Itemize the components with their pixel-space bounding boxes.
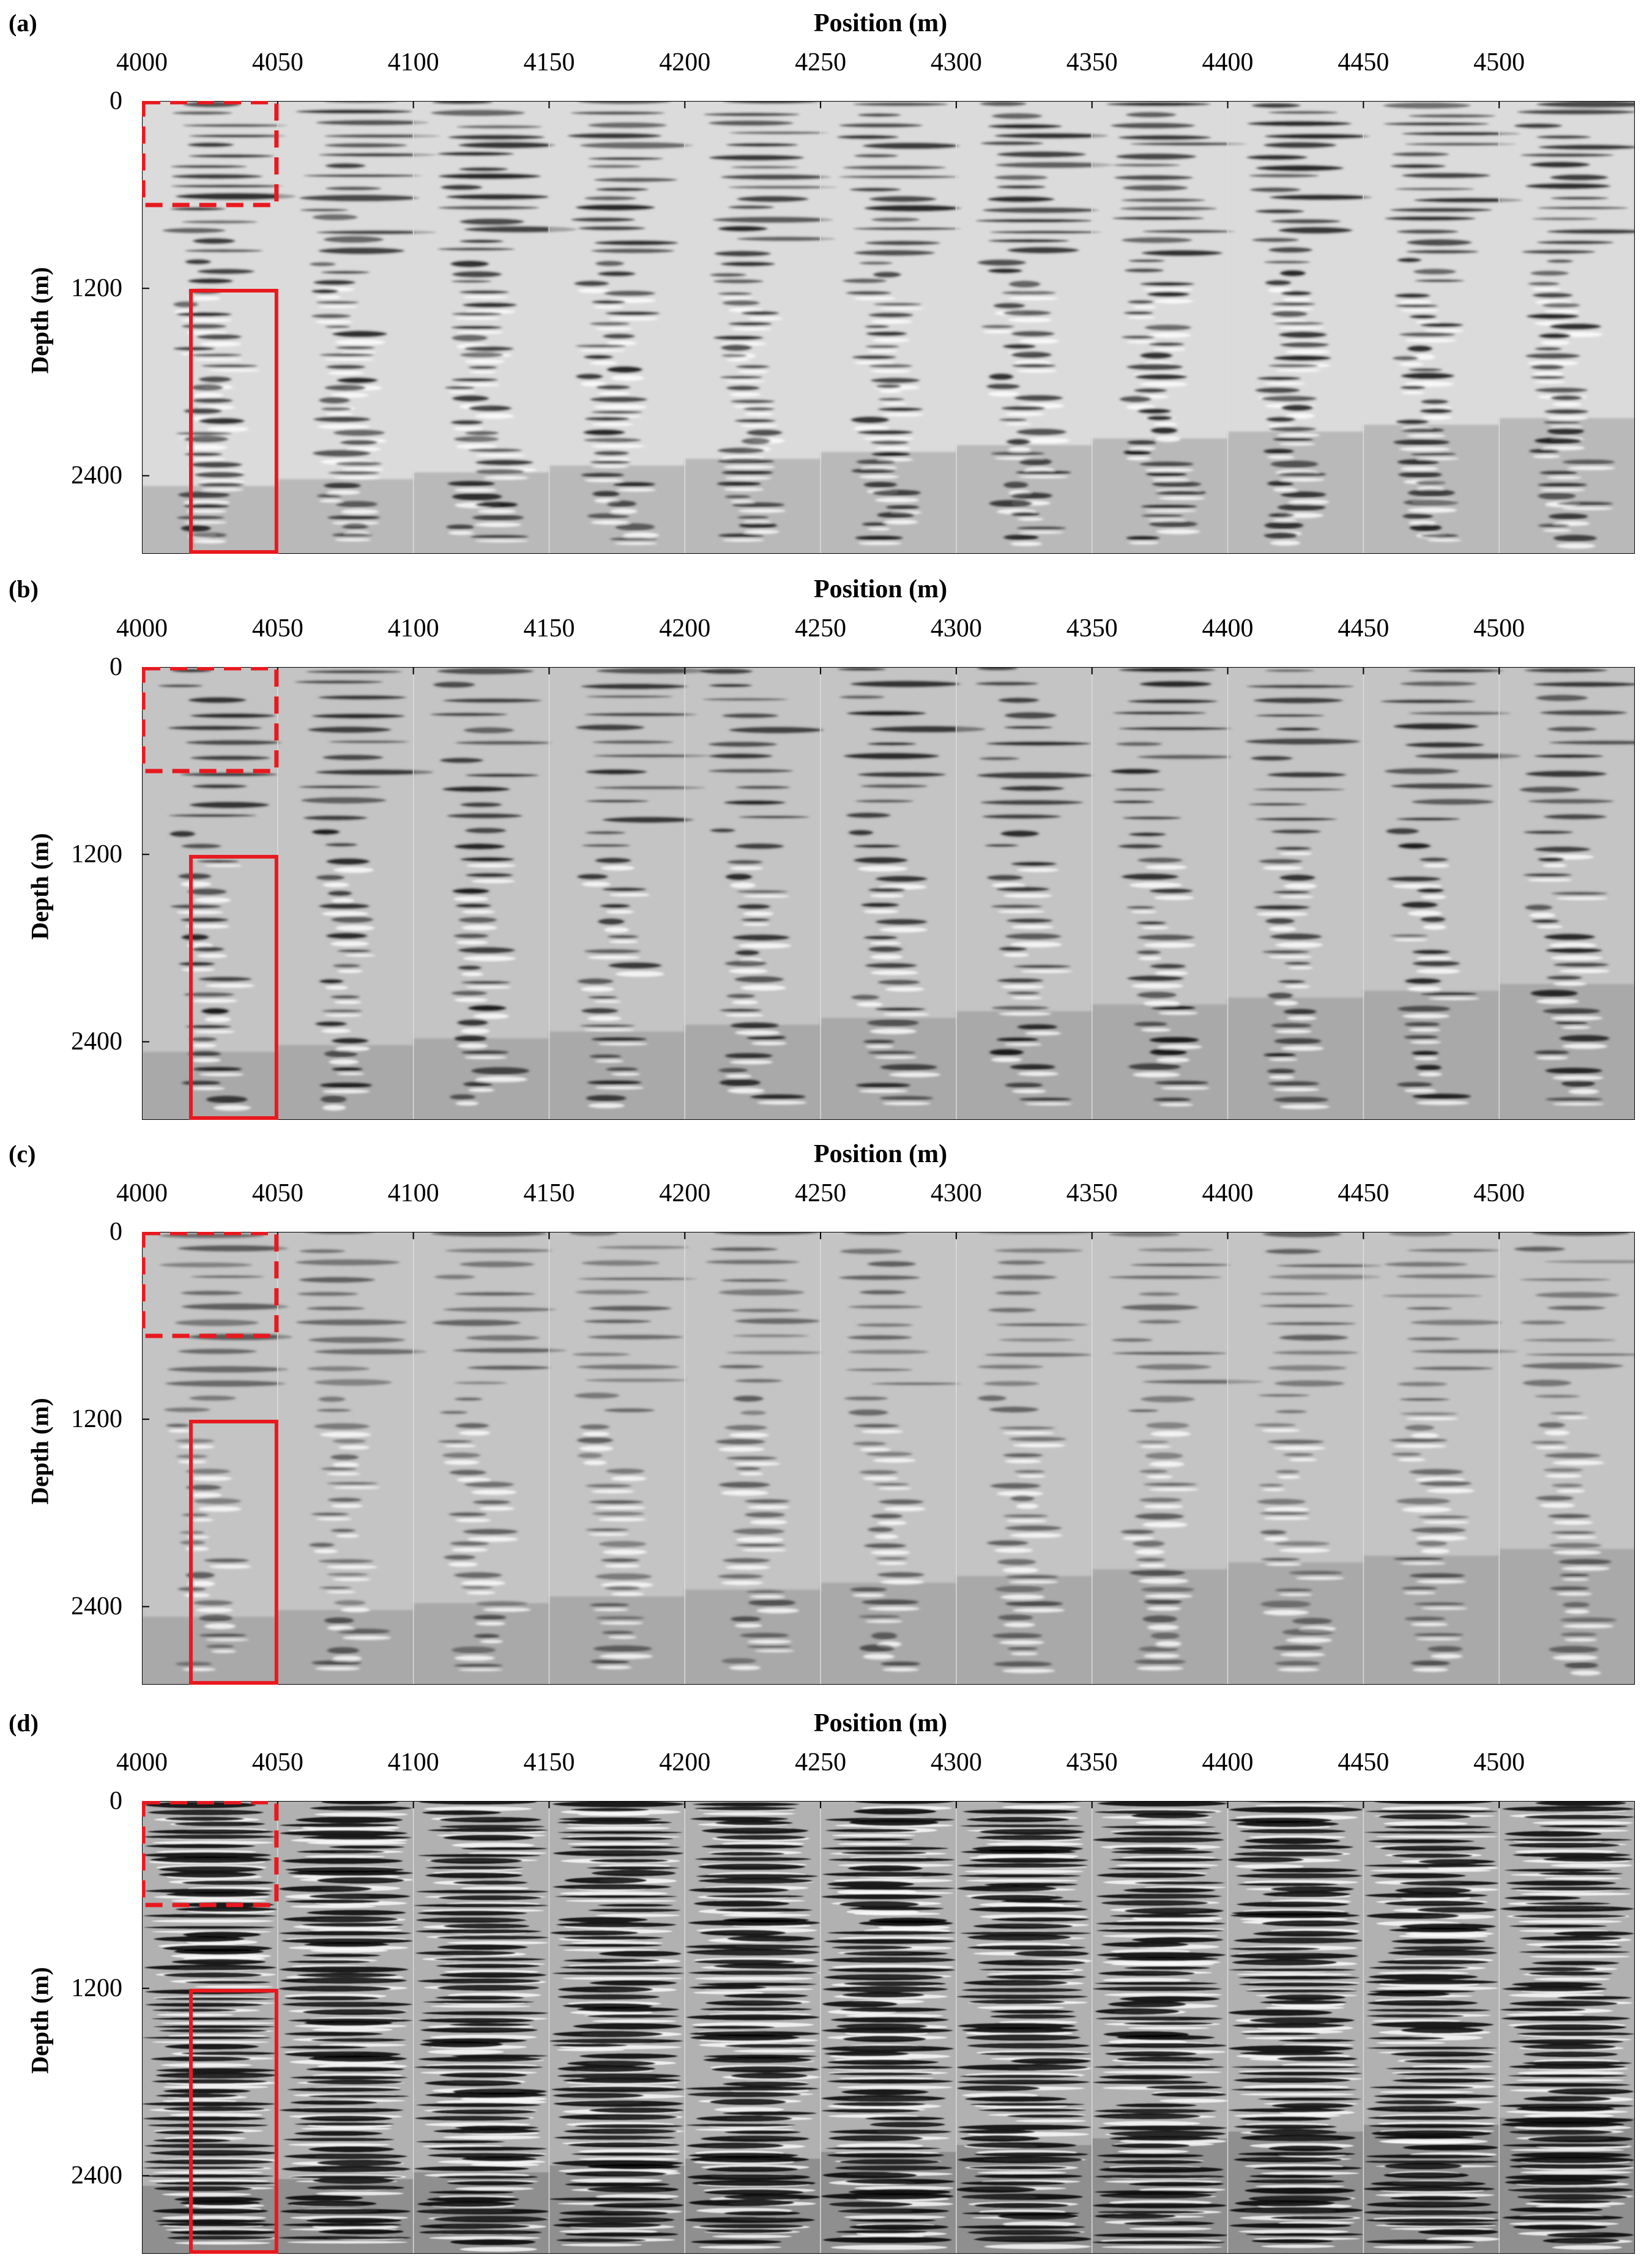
panel-label: (b) bbox=[9, 575, 39, 603]
y-tick-label: 2400 bbox=[71, 2161, 122, 2190]
x-tick-label: 4450 bbox=[1338, 1748, 1390, 1776]
solid-highlight-box bbox=[189, 1989, 278, 2254]
x-tick-label: 4350 bbox=[1066, 614, 1118, 643]
x-tick-label: 4000 bbox=[116, 614, 168, 643]
x-tick-label: 4300 bbox=[930, 1748, 982, 1776]
x-tick-label: 4500 bbox=[1473, 1179, 1525, 1207]
panel-a: (a) Position (m) 4000 4050 4100 4150 4200 4250 4… bbox=[0, 0, 1652, 563]
x-tick-label: 4300 bbox=[930, 1179, 982, 1207]
x-axis-title: Position (m) bbox=[814, 575, 948, 603]
x-tick-label: 4350 bbox=[1066, 1748, 1118, 1776]
x-tick-label: 4300 bbox=[930, 48, 982, 76]
x-axis-title: Position (m) bbox=[814, 1140, 948, 1168]
y-tick-label: 0 bbox=[110, 87, 122, 115]
seismic-image bbox=[142, 1232, 1635, 1685]
x-tick-label: 4000 bbox=[116, 1748, 168, 1776]
dashed-highlight-box bbox=[142, 1232, 279, 1338]
x-tick-label: 4200 bbox=[659, 1179, 711, 1207]
x-tick-label: 4100 bbox=[387, 1179, 439, 1207]
y-tick-label: 0 bbox=[110, 1218, 122, 1246]
dashed-highlight-box bbox=[142, 667, 279, 774]
panel-c: (c) Position (m) 4000 4050 4100 4150 4200 4250 4… bbox=[0, 1131, 1652, 1694]
panel-label: (a) bbox=[9, 9, 37, 37]
y-tick-label: 0 bbox=[110, 653, 122, 681]
x-tick-label: 4150 bbox=[523, 614, 575, 643]
panel-label: (d) bbox=[9, 1709, 39, 1737]
x-tick-label: 4050 bbox=[251, 48, 303, 76]
x-tick-label: 4500 bbox=[1473, 614, 1525, 643]
x-tick-label: 4150 bbox=[523, 1748, 575, 1776]
x-tick-label: 4000 bbox=[116, 1179, 168, 1207]
seismic-image bbox=[142, 1801, 1635, 2254]
x-tick-label: 4050 bbox=[251, 614, 303, 643]
y-tick-label: 1200 bbox=[71, 1974, 122, 2003]
x-tick-label: 4450 bbox=[1338, 614, 1390, 643]
x-tick-label: 4100 bbox=[387, 614, 439, 643]
x-tick-label: 4450 bbox=[1338, 1179, 1390, 1207]
x-axis-title: Position (m) bbox=[814, 9, 948, 37]
x-tick-label: 4100 bbox=[387, 1748, 439, 1776]
x-tick-label: 4400 bbox=[1202, 614, 1254, 643]
x-tick-label: 4400 bbox=[1202, 1748, 1254, 1776]
solid-highlight-box bbox=[189, 1420, 278, 1685]
x-tick-label: 4200 bbox=[659, 48, 711, 76]
x-tick-label: 4250 bbox=[795, 1179, 847, 1207]
y-tick-label: 0 bbox=[110, 1787, 122, 1815]
x-tick-label: 4150 bbox=[523, 48, 575, 76]
x-tick-label: 4250 bbox=[795, 48, 847, 76]
x-tick-label: 4350 bbox=[1066, 48, 1118, 76]
solid-highlight-box bbox=[189, 855, 278, 1120]
y-axis-title: Depth (m) bbox=[26, 267, 54, 374]
x-tick-label: 4000 bbox=[116, 48, 168, 76]
dashed-highlight-box bbox=[142, 101, 279, 207]
y-tick-label: 1200 bbox=[71, 1405, 122, 1434]
x-tick-label: 4350 bbox=[1066, 1179, 1118, 1207]
panel-label: (c) bbox=[9, 1140, 36, 1168]
x-tick-label: 4450 bbox=[1338, 48, 1390, 76]
seismic-image bbox=[142, 101, 1635, 554]
x-tick-label: 4250 bbox=[795, 614, 847, 643]
x-tick-label: 4200 bbox=[659, 1748, 711, 1776]
seismic-image bbox=[142, 667, 1635, 1120]
y-tick-label: 1200 bbox=[71, 274, 122, 303]
y-tick-label: 2400 bbox=[71, 1592, 122, 1621]
y-tick-label: 1200 bbox=[71, 840, 122, 869]
x-tick-label: 4400 bbox=[1202, 1179, 1254, 1207]
dashed-highlight-box bbox=[142, 1801, 279, 1907]
x-tick-label: 4050 bbox=[251, 1179, 303, 1207]
y-tick-label: 2400 bbox=[71, 1027, 122, 1056]
x-tick-label: 4250 bbox=[795, 1748, 847, 1776]
x-tick-label: 4050 bbox=[251, 1748, 303, 1776]
panel-b: (b) Position (m) 4000 4050 4100 4150 4200 4250 4… bbox=[0, 566, 1652, 1129]
y-tick-label: 2400 bbox=[71, 461, 122, 490]
solid-highlight-box bbox=[189, 289, 278, 554]
x-tick-label: 4100 bbox=[387, 48, 439, 76]
x-tick-label: 4150 bbox=[523, 1179, 575, 1207]
y-axis-title: Depth (m) bbox=[26, 833, 54, 940]
x-tick-label: 4500 bbox=[1473, 48, 1525, 76]
x-tick-label: 4500 bbox=[1473, 1748, 1525, 1776]
x-tick-label: 4200 bbox=[659, 614, 711, 643]
y-axis-title: Depth (m) bbox=[26, 1398, 54, 1505]
x-tick-label: 4300 bbox=[930, 614, 982, 643]
panel-d: (d) Position (m) 4000 4050 4100 4150 4200 4250 4… bbox=[0, 1700, 1652, 2263]
y-axis-title: Depth (m) bbox=[26, 1967, 54, 2074]
x-tick-label: 4400 bbox=[1202, 48, 1254, 76]
x-axis-title: Position (m) bbox=[814, 1709, 948, 1737]
